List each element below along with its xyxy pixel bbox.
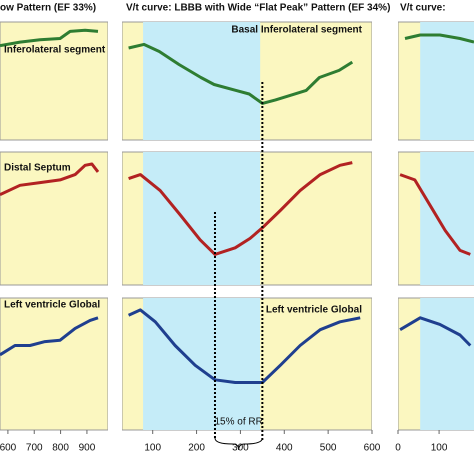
x-tick-label: 500 <box>320 443 337 454</box>
shaded-range <box>420 22 474 140</box>
x-tick-label: 200 <box>188 443 205 454</box>
curve <box>399 173 471 256</box>
shaded-range <box>143 298 261 430</box>
shaded-range <box>143 152 261 285</box>
panel-bg <box>0 151 108 286</box>
shaded-range <box>143 22 261 140</box>
column <box>398 21 474 431</box>
curve <box>128 42 354 105</box>
panel-bg <box>0 297 108 431</box>
panel-label: Inferolateral segment <box>4 45 106 56</box>
x-tick-label: 600 <box>364 443 381 454</box>
x-tick-label: 800 <box>52 443 69 454</box>
column <box>0 21 108 431</box>
x-tick-label: 300 <box>232 443 249 454</box>
chart-title: V/t curve: <box>400 3 446 14</box>
chart-title: ow Pattern (EF 33%) <box>0 3 96 14</box>
curve <box>0 28 99 48</box>
chart-title: V/t curve: LBBB with Wide “Flat Peak” Pa… <box>126 3 390 14</box>
x-tick-label: 400 <box>276 443 293 454</box>
panel-label: Left ventricle Global <box>4 300 100 311</box>
x-tick-label: 0 <box>395 443 401 454</box>
annotation: 15% of RR <box>214 417 262 428</box>
curve <box>0 316 99 357</box>
curve <box>399 316 472 347</box>
x-tick-label: 100 <box>144 443 161 454</box>
x-tick-label: 600 <box>0 443 17 454</box>
x-tick-label: 100 <box>431 443 448 454</box>
panel-label: Distal Septum <box>4 163 71 174</box>
panel-label: Left ventricle Global <box>266 305 362 316</box>
curve <box>128 161 353 256</box>
curve <box>0 162 100 196</box>
brace <box>214 437 263 451</box>
x-tick-label: 900 <box>79 443 96 454</box>
x-tick-label: 700 <box>26 443 43 454</box>
curve <box>127 308 361 384</box>
column <box>122 21 372 431</box>
panel-label: Basal Inferolateral segment <box>231 25 362 36</box>
curve <box>404 33 474 44</box>
shaded-range <box>420 298 474 430</box>
shaded-range <box>420 152 474 285</box>
